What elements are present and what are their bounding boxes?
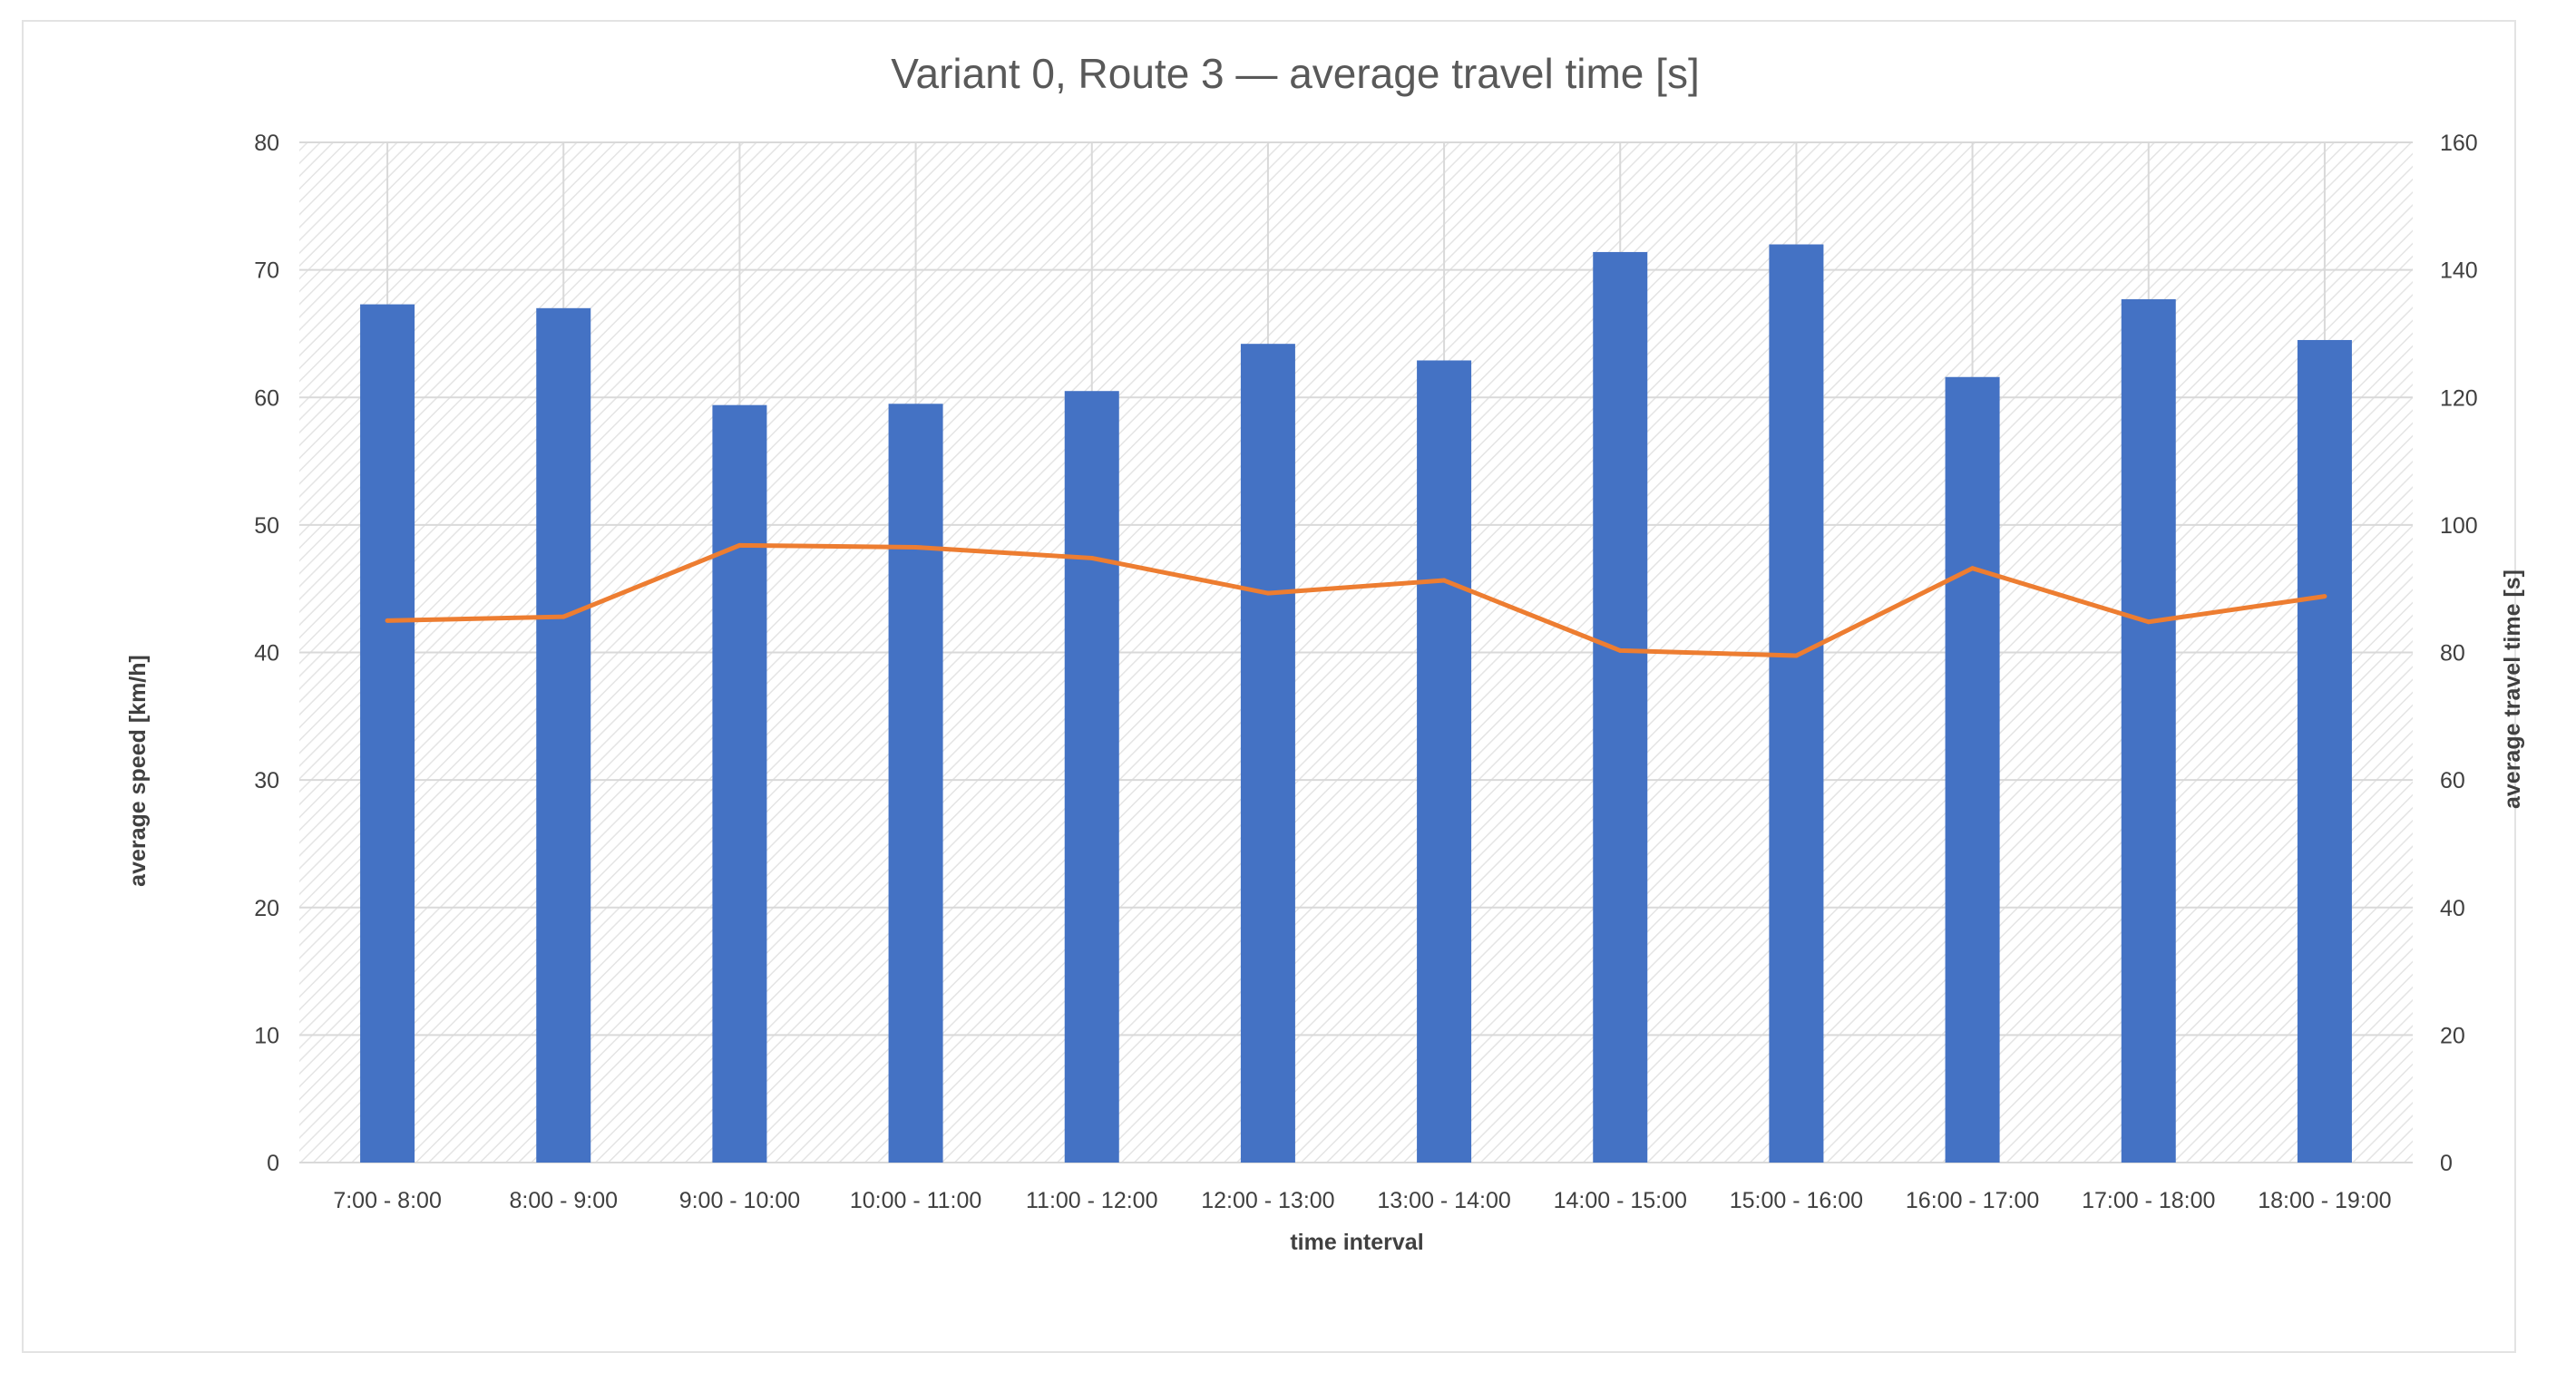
bar	[2121, 298, 2176, 1163]
x-tick-label: 10:00 - 11:00	[850, 1188, 981, 1213]
y-tick-label: 40	[254, 641, 279, 667]
line-point	[913, 544, 919, 550]
y2-axis-label: average travel time [s]	[2500, 569, 2525, 809]
y2-tick-label: 140	[2440, 258, 2478, 284]
y-axis-label: average speed [km/h]	[125, 655, 151, 887]
x-tick-label: 11:00 - 12:00	[1026, 1188, 1157, 1213]
y2-tick-label: 80	[2440, 641, 2465, 667]
x-tick-label: 18:00 - 19:00	[2258, 1188, 2391, 1213]
line-point	[1265, 590, 1271, 596]
x-tick-label: 9:00 - 10:00	[679, 1188, 800, 1213]
bar	[888, 404, 943, 1163]
y-tick-label: 60	[254, 385, 279, 411]
x-axis-label: time interval	[1290, 1230, 1423, 1255]
line-point	[561, 614, 566, 619]
y2-tick-label: 40	[2440, 896, 2465, 921]
line-point	[1970, 566, 1976, 571]
bar	[1064, 391, 1119, 1163]
bar	[1417, 360, 1472, 1163]
bar	[1769, 244, 1824, 1163]
x-tick-label: 12:00 - 13:00	[1201, 1188, 1334, 1213]
line-point	[2322, 594, 2327, 599]
y2-tick-label: 60	[2440, 768, 2465, 793]
y2-tick-label: 160	[2440, 131, 2478, 156]
chart-title: Variant 0, Route 3 — average travel time…	[891, 50, 1699, 97]
line-point	[2146, 619, 2152, 625]
y2-tick-label: 120	[2440, 385, 2478, 411]
line-point	[737, 542, 742, 548]
y-tick-label: 70	[254, 258, 279, 284]
x-tick-label: 17:00 - 18:00	[2082, 1188, 2215, 1213]
y-tick-label: 20	[254, 896, 279, 921]
y2-tick-label: 0	[2440, 1151, 2453, 1176]
bar	[1240, 344, 1295, 1163]
bar	[536, 307, 591, 1163]
x-tick-label: 15:00 - 16:00	[1730, 1188, 1863, 1213]
line-point	[1441, 578, 1447, 583]
x-tick-label: 13:00 - 14:00	[1377, 1188, 1510, 1213]
bar	[2297, 339, 2352, 1163]
line-point	[385, 618, 390, 623]
line-point	[1089, 555, 1095, 560]
x-tick-label: 8:00 - 9:00	[509, 1188, 618, 1213]
y-tick-label: 50	[254, 513, 279, 539]
x-tick-label: 16:00 - 17:00	[1906, 1188, 2039, 1213]
travel-time-line	[387, 542, 2326, 658]
y-tick-label: 10	[254, 1023, 279, 1048]
x-tick-label: 7:00 - 8:00	[333, 1188, 442, 1213]
y-tick-label: 80	[254, 131, 279, 156]
line-point	[1793, 653, 1799, 658]
y2-tick-label: 20	[2440, 1023, 2465, 1048]
bar	[360, 304, 415, 1163]
y-tick-label: 30	[254, 768, 279, 793]
y2-tick-label: 100	[2440, 513, 2478, 539]
bar	[1593, 251, 1648, 1163]
line-point	[1617, 647, 1623, 653]
bar	[1945, 376, 2000, 1163]
y-tick-label: 0	[267, 1151, 279, 1176]
bar	[712, 404, 767, 1163]
x-tick-label: 14:00 - 15:00	[1554, 1188, 1687, 1213]
